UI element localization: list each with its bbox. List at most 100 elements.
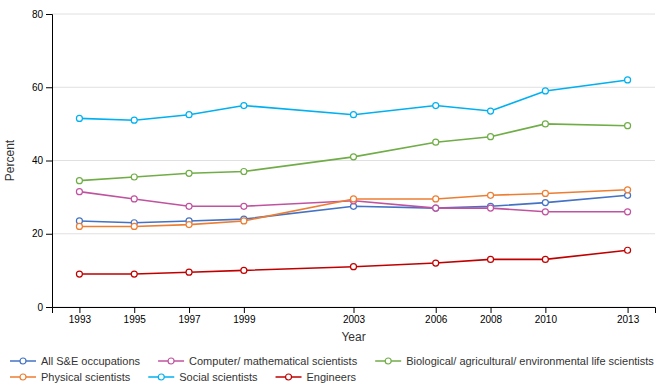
point xyxy=(186,203,192,209)
series-line xyxy=(79,190,627,227)
tick-mark xyxy=(134,307,135,313)
tick-mark xyxy=(46,234,52,235)
point xyxy=(542,88,548,94)
legend-swatch-marker xyxy=(168,358,174,364)
legend-swatch-marker xyxy=(385,358,391,364)
point xyxy=(488,134,494,140)
point xyxy=(76,223,82,229)
point xyxy=(488,205,494,211)
tick-mark xyxy=(46,87,52,88)
tick-mark xyxy=(79,307,80,313)
tick: 2013 xyxy=(617,307,640,325)
series-markers xyxy=(76,192,630,225)
point xyxy=(625,247,631,253)
point xyxy=(186,269,192,275)
point xyxy=(351,112,357,118)
axis-line xyxy=(53,308,656,314)
point xyxy=(625,187,631,193)
tick-label: 2010 xyxy=(535,314,558,325)
grid xyxy=(52,14,655,307)
point xyxy=(488,192,494,198)
point xyxy=(433,196,439,202)
point xyxy=(542,256,548,262)
tick: 2008 xyxy=(480,307,503,325)
tick-label: 2006 xyxy=(425,314,448,325)
tick-mark xyxy=(46,14,52,15)
chart-svg: All S&E occupations Computer/ mathematica… xyxy=(0,0,671,389)
point xyxy=(625,123,631,129)
tick-label: 2008 xyxy=(480,314,503,325)
tick-label: 2013 xyxy=(617,314,640,325)
x-axis-title: Year xyxy=(341,330,365,344)
tick: 1997 xyxy=(178,307,201,325)
tick: 0 xyxy=(37,302,52,313)
y-axis-title: Percent xyxy=(3,139,17,181)
series-markers xyxy=(76,187,630,230)
point xyxy=(625,209,631,215)
tick-label: 60 xyxy=(32,82,44,93)
point xyxy=(433,205,439,211)
grid-line xyxy=(52,14,655,15)
point xyxy=(131,174,137,180)
legend-label: Engineers xyxy=(307,371,357,383)
point xyxy=(351,154,357,160)
point xyxy=(131,223,137,229)
point xyxy=(241,267,247,273)
point xyxy=(76,115,82,121)
tick: 1999 xyxy=(233,307,256,325)
legend-item: Social scientists xyxy=(148,371,258,383)
chart-container: All S&E occupations Computer/ mathematica… xyxy=(0,0,671,389)
tick-label: 1995 xyxy=(124,314,147,325)
point xyxy=(186,112,192,118)
tick-mark xyxy=(491,307,492,313)
legend-label: Physical scientists xyxy=(41,371,131,383)
grid-line xyxy=(52,233,655,234)
point xyxy=(241,168,247,174)
tick: 2010 xyxy=(535,307,558,325)
point xyxy=(542,209,548,215)
tick-label: 1997 xyxy=(178,314,201,325)
legend-item: Computer/ mathematical scientists xyxy=(158,355,358,367)
tick: 1993 xyxy=(69,307,92,325)
legend-swatch-marker xyxy=(286,374,292,380)
legend-swatch-marker xyxy=(158,374,164,380)
point xyxy=(351,196,357,202)
legend-label: Social scientists xyxy=(179,371,258,383)
point xyxy=(625,77,631,83)
point xyxy=(76,271,82,277)
point xyxy=(433,103,439,109)
legend-item: All S&E occupations xyxy=(10,355,141,367)
legend-item: Engineers xyxy=(276,371,357,383)
axis-line xyxy=(46,15,53,308)
tick: 1995 xyxy=(124,307,147,325)
tick-mark xyxy=(354,307,355,313)
point xyxy=(76,189,82,195)
tick: 80 xyxy=(32,9,52,20)
series-markers xyxy=(76,77,630,123)
point xyxy=(542,190,548,196)
series-line xyxy=(79,124,627,181)
tick-label: 20 xyxy=(32,228,44,239)
marks xyxy=(76,77,630,277)
tick-mark xyxy=(244,307,245,313)
tick-mark xyxy=(628,307,629,313)
point xyxy=(488,256,494,262)
legend-item: Physical scientists xyxy=(10,371,131,383)
point xyxy=(131,271,137,277)
point xyxy=(241,218,247,224)
series-markers xyxy=(76,189,630,215)
tick: 2006 xyxy=(425,307,448,325)
tick-label: 1993 xyxy=(69,314,92,325)
x-axis: 1993 1995 1997 1999 2003 2006 2008 2010 2013 xyxy=(53,307,656,325)
point xyxy=(542,121,548,127)
tick: 2003 xyxy=(343,307,366,325)
tick-mark xyxy=(189,307,190,313)
legend-swatch-marker xyxy=(20,374,26,380)
tick-label: 80 xyxy=(32,9,44,20)
point xyxy=(186,170,192,176)
point xyxy=(241,203,247,209)
legend-label: Computer/ mathematical scientists xyxy=(189,355,358,367)
legend-label: All S&E occupations xyxy=(41,355,141,367)
legend-item: Biological/ agricultural/ environmental … xyxy=(375,355,654,367)
tick: 60 xyxy=(32,82,52,93)
